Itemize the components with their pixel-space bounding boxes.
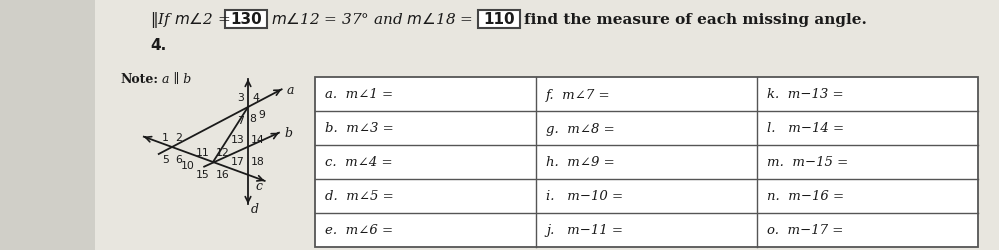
Text: a.  m∠1 =: a. m∠1 = [325,88,394,101]
Text: 13: 13 [231,134,245,144]
Text: 2: 2 [175,132,182,142]
Text: g.  m∠8 =: g. m∠8 = [546,122,614,135]
Text: 130: 130 [230,12,262,28]
Text: 1: 1 [162,132,169,142]
Text: 6: 6 [175,154,182,164]
Text: e.  m∠6 =: e. m∠6 = [325,224,394,236]
Text: b: b [284,127,292,140]
Text: 10: 10 [181,160,195,170]
Text: d: d [251,202,259,215]
Text: Note:: Note: [120,73,158,86]
Text: h.  m∠9 =: h. m∠9 = [546,156,614,169]
Text: 7: 7 [237,116,244,126]
Text: 17: 17 [231,156,245,166]
Text: 16: 16 [216,169,230,179]
Text: 8: 8 [249,114,256,124]
Text: 4.: 4. [150,38,166,53]
Text: 3: 3 [237,93,244,102]
FancyBboxPatch shape [478,11,520,29]
Text: b.  m∠3 =: b. m∠3 = [325,122,394,135]
Text: 110: 110 [484,12,514,28]
Text: 11: 11 [196,148,210,157]
Text: i.   m−10 =: i. m−10 = [546,190,623,203]
Text: n.  m−16 =: n. m−16 = [767,190,844,203]
Text: a ∥ b: a ∥ b [158,73,191,86]
Bar [315,78,978,247]
Text: 12: 12 [216,148,230,157]
Text: d.  m∠5 =: d. m∠5 = [325,190,394,203]
Text: k.  m−13 =: k. m−13 = [767,88,843,101]
Text: l.   m−14 =: l. m−14 = [767,122,844,135]
Text: j.   m−11 =: j. m−11 = [546,224,623,236]
Text: 5: 5 [162,154,169,164]
Bar [315,78,978,247]
FancyBboxPatch shape [225,11,267,29]
Text: f.  m∠7 =: f. m∠7 = [546,88,610,101]
Text: 15: 15 [196,169,210,179]
Text: c: c [256,179,263,192]
Text: a: a [287,84,294,96]
Text: 9: 9 [258,110,265,120]
Text: $m\angle$12 = 37° and $m\angle$18 =: $m\angle$12 = 37° and $m\angle$18 = [271,12,473,28]
Text: c.  m∠4 =: c. m∠4 = [325,156,393,169]
Text: 4: 4 [252,93,259,102]
Text: m.  m−15 =: m. m−15 = [767,156,848,169]
Text: 14: 14 [251,134,265,144]
Text: 18: 18 [251,156,265,166]
Text: find the measure of each missing angle.: find the measure of each missing angle. [524,13,867,27]
Text: $\Vert$If $m\angle$2 =: $\Vert$If $m\angle$2 = [150,10,231,30]
Text: o.  m−17 =: o. m−17 = [767,224,843,236]
